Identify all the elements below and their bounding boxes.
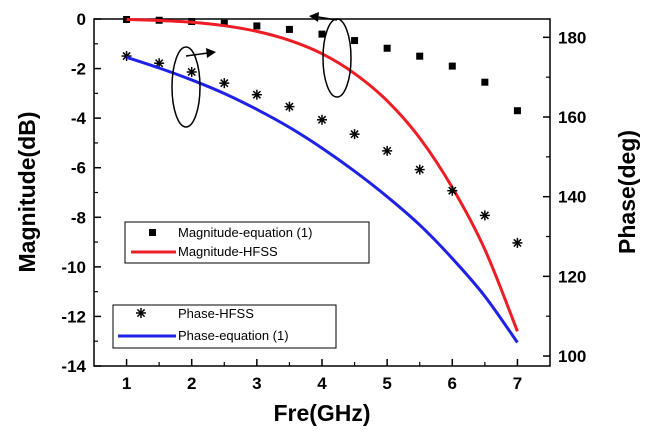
data-point-phase-hfss xyxy=(349,129,360,140)
magnitude-ellipse xyxy=(322,18,352,98)
x-tick-label: 4 xyxy=(317,374,327,393)
data-point-magnitude-equation-1 xyxy=(318,30,326,38)
phase-ellipse xyxy=(171,46,201,128)
legend-item-magnitude-equation: Magnitude-equation (1) xyxy=(178,225,312,240)
asterisk-stroke xyxy=(448,186,457,195)
legend-item-phase-hfss: Phase-HFSS xyxy=(178,306,254,321)
data-point-phase-hfss xyxy=(512,237,523,248)
legend-asterisk-marker xyxy=(136,308,146,318)
y-right-tick-label: 140 xyxy=(558,188,586,207)
asterisk-stroke xyxy=(480,211,489,220)
y-left-tick-label: -8 xyxy=(71,208,86,227)
y-right-tick-label: 100 xyxy=(558,347,586,366)
legend-magnitude: Magnitude-equation (1) Magnitude-HFSS xyxy=(124,221,370,264)
magnitude-axis-annotation xyxy=(309,12,352,98)
x-tick-label: 2 xyxy=(187,374,196,393)
data-point-phase-hfss xyxy=(382,145,393,156)
y-left-axis: 0 -2 -4 -6 -8 -10 -12 -14 xyxy=(61,10,101,376)
legend-phase-box xyxy=(112,304,337,349)
asterisk-stroke xyxy=(383,146,392,155)
asterisk-stroke xyxy=(122,51,131,61)
series-line-phase-equation-1 xyxy=(126,55,519,344)
x-axis-title: Fre(GHz) xyxy=(273,400,370,426)
data-point-phase-hfss xyxy=(284,101,295,112)
data-point-magnitude-equation-1 xyxy=(383,44,391,52)
legend-phase: Phase-HFSS Phase-equation (1) xyxy=(112,304,337,349)
data-point-magnitude-equation-1 xyxy=(513,107,521,115)
asterisk-stroke xyxy=(513,238,522,248)
y-left-axis-title: Magnitude(dB) xyxy=(14,112,40,273)
y-right-tick-label: 180 xyxy=(558,28,586,47)
y-left-tick-label: -10 xyxy=(61,258,86,277)
x-tick-label: 1 xyxy=(122,374,131,393)
asterisk-stroke xyxy=(415,165,424,174)
data-point-phase-hfss xyxy=(414,164,425,175)
legend-item-magnitude-hfss: Magnitude-HFSS xyxy=(178,244,278,259)
data-point-phase-hfss xyxy=(186,66,197,77)
x-tick-label: 3 xyxy=(252,374,261,393)
data-point-magnitude-equation-1 xyxy=(448,62,456,70)
data-point-phase-hfss xyxy=(479,210,490,221)
y-left-tick-label: -4 xyxy=(71,109,87,128)
y-left-tick-label: -6 xyxy=(71,159,86,178)
arrow-right-icon xyxy=(206,48,216,58)
y-right-tick-label: 160 xyxy=(558,108,586,127)
data-point-magnitude-equation-1 xyxy=(285,25,293,33)
arrow-left-icon xyxy=(309,12,319,22)
data-point-magnitude-equation-1 xyxy=(253,22,261,30)
asterisk-stroke xyxy=(252,90,261,99)
series-layer xyxy=(121,15,523,344)
y-left-tick-label: 0 xyxy=(77,10,86,29)
magnitude-arrow-shaft xyxy=(317,16,338,21)
legend-asterisk-glyph xyxy=(136,308,146,318)
series-line-magnitude-hfss xyxy=(126,17,519,332)
y-left-tick-label: -12 xyxy=(61,307,86,326)
asterisk-stroke xyxy=(187,67,196,77)
asterisk-stroke xyxy=(350,130,359,139)
asterisk-stroke xyxy=(317,115,327,124)
data-point-magnitude-equation-1 xyxy=(351,37,359,45)
y-right-axis: 100 120 140 160 180 xyxy=(543,28,586,366)
phase-arrow-shaft xyxy=(185,52,209,57)
legend-item-phase-equation: Phase-equation (1) xyxy=(178,328,289,343)
x-tick-label: 7 xyxy=(513,374,522,393)
x-axis: 1 2 3 4 5 6 7 xyxy=(122,359,522,393)
y-left-tick-label: -14 xyxy=(61,357,86,376)
y-right-tick-label: 120 xyxy=(558,267,586,286)
y-right-axis-title: Phase(deg) xyxy=(614,130,640,254)
legend-magnitude-box xyxy=(124,221,370,264)
x-tick-label: 6 xyxy=(448,374,457,393)
asterisk-stroke xyxy=(136,308,146,318)
asterisk-stroke xyxy=(220,79,229,88)
phase-axis-annotation xyxy=(171,46,216,128)
data-point-phase-hfss xyxy=(317,114,327,125)
data-point-magnitude-equation-1 xyxy=(220,19,228,27)
data-point-magnitude-equation-1 xyxy=(481,78,489,86)
data-point-phase-hfss xyxy=(219,78,230,89)
legend-square-marker xyxy=(149,229,156,236)
data-point-phase-hfss xyxy=(251,89,262,100)
y-left-tick-label: -2 xyxy=(71,60,86,79)
asterisk-stroke xyxy=(285,102,294,111)
data-point-magnitude-equation-1 xyxy=(416,52,424,60)
x-tick-label: 5 xyxy=(382,374,391,393)
data-point-phase-hfss xyxy=(447,185,458,196)
